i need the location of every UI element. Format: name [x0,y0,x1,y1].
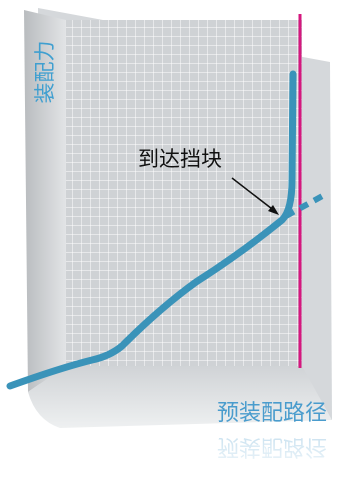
annotation: 到达挡块 [138,147,222,171]
reflection-fade [200,432,346,462]
arrow-head [268,205,279,215]
force-curve [6,70,297,390]
annotation-arrow [231,177,277,213]
floor [28,366,332,428]
dashed-curve [284,191,328,219]
y-axis-label: 装配力 [33,41,57,104]
grid [66,20,302,366]
x-axis-label: 预装配路径 [217,401,327,426]
left-wall [24,10,66,392]
